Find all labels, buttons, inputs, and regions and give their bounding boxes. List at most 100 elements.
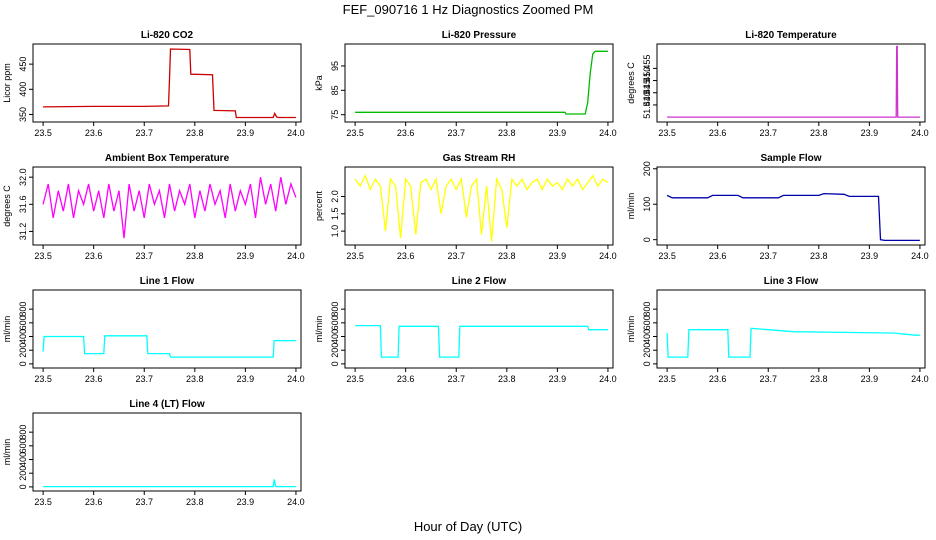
x-tick-label: 23.9 xyxy=(237,251,255,261)
y-tick-label: 200 xyxy=(18,466,28,481)
panel-line-3-flow: Line 3 Flow 23.5 23.6 23.7 23.8 23.9 24.0 0 2004… xyxy=(626,276,929,384)
figure-title: FEF_090716 1 Hz Diagnostics Zoomed PM xyxy=(343,2,594,17)
y-tick-label: 400 xyxy=(18,329,28,344)
y-axis-label: ml/min xyxy=(626,316,636,343)
y-axis-label: percent xyxy=(314,190,324,221)
y-tick-label: 800 xyxy=(18,302,28,317)
y-axis-label: ml/min xyxy=(2,439,12,466)
panel-title: Line 2 Flow xyxy=(452,276,507,287)
y-tick-label: 51.445 xyxy=(642,79,652,107)
panel-title: Line 1 Flow xyxy=(140,276,195,287)
x-tick-label: 24.0 xyxy=(287,497,305,507)
x-tick-label: 23.8 xyxy=(186,128,204,138)
series-line xyxy=(42,177,297,239)
plot-frame xyxy=(656,289,926,369)
y-tick-label: 0 xyxy=(18,361,28,366)
x-tick-label: 23.8 xyxy=(498,374,516,384)
y-tick-label: 51.450 xyxy=(642,67,652,95)
x-tick-label: 23.7 xyxy=(447,251,465,261)
y-axis-label: ml/min xyxy=(314,316,324,343)
x-tick-label: 23.6 xyxy=(85,374,103,384)
x-tick-label: 24.0 xyxy=(911,251,929,261)
panel-li-820-pressure: Li-820 Pressure 23.5 23.6 23.7 23.8 23.9 24.0 7… xyxy=(314,30,617,138)
x-tick-label: 23.8 xyxy=(498,251,516,261)
x-tick-label: 23.9 xyxy=(861,374,879,384)
x-tick-label: 23.6 xyxy=(85,128,103,138)
x-tick-label: 24.0 xyxy=(599,251,617,261)
y-axis-label: kPa xyxy=(314,75,324,91)
y-tick-label: 400 xyxy=(18,452,28,467)
plot-frame xyxy=(32,289,302,369)
x-tick-label: 23.8 xyxy=(810,128,828,138)
series-line xyxy=(43,48,296,119)
panel-title: Ambient Box Temperature xyxy=(105,153,230,164)
y-tick-label: 450 xyxy=(18,57,28,72)
x-tick-label: 23.7 xyxy=(447,374,465,384)
series-line xyxy=(666,327,920,358)
panel-title: Line 3 Flow xyxy=(764,276,819,287)
panel-line-1-flow: Line 1 Flow 23.5 23.6 23.7 23.8 23.9 24.0 0 2004… xyxy=(2,276,305,384)
x-tick-label: 23.9 xyxy=(237,497,255,507)
x-tick-label: 24.0 xyxy=(599,128,617,138)
x-tick-label: 23.7 xyxy=(135,374,153,384)
x-tick-label: 23.6 xyxy=(85,497,103,507)
x-tick-label: 23.5 xyxy=(346,251,364,261)
y-tick-label: 51.440 xyxy=(642,91,652,119)
figure-xlabel: Hour of Day (UTC) xyxy=(414,519,522,534)
x-tick-label: 23.7 xyxy=(759,374,777,384)
panel-title: Li-820 Pressure xyxy=(442,30,517,41)
panel-title: Sample Flow xyxy=(760,153,821,164)
y-tick-label: 400 xyxy=(18,82,28,97)
panel-line-2-flow: Line 2 Flow 23.5 23.6 23.7 23.8 23.9 24.0 0 2004… xyxy=(314,276,617,384)
x-tick-label: 23.5 xyxy=(346,128,364,138)
y-tick-label: 95 xyxy=(330,61,340,71)
x-tick-label: 23.5 xyxy=(34,128,52,138)
panel-line-4-lt-flow: Line 4 (LT) Flow 23.5 23.6 23.7 23.8 23.9 24.0… xyxy=(2,399,305,507)
panel-li-820-temperature: Li-820 Temperature 23.5 23.6 23.7 23.8 23.9 24… xyxy=(626,30,929,138)
y-tick-label: 600 xyxy=(330,315,340,330)
y-tick-label: 800 xyxy=(330,302,340,317)
x-tick-label: 23.6 xyxy=(709,374,727,384)
y-axis-label: degrees C xyxy=(2,185,12,227)
y-tick-label: 200 xyxy=(18,343,28,358)
y-tick-label: 400 xyxy=(642,329,652,344)
x-tick-label: 24.0 xyxy=(287,251,305,261)
y-tick-label: 350 xyxy=(18,107,28,122)
x-tick-label: 24.0 xyxy=(911,374,929,384)
plot-frame xyxy=(344,166,614,246)
panel-ambient-box-temperature: Ambient Box Temperature 23.5 23.6 23.7 23.8 2… xyxy=(2,153,305,261)
panel-sample-flow: Sample Flow 23.5 23.6 23.7 23.8 23.9 24.0 0 100 2… xyxy=(626,153,929,261)
x-tick-label: 23.9 xyxy=(237,374,255,384)
y-tick-label: 200 xyxy=(642,161,652,176)
x-tick-label: 24.0 xyxy=(287,128,305,138)
y-tick-label: 600 xyxy=(642,315,652,330)
y-tick-label: 0 xyxy=(18,484,28,489)
y-tick-label: 400 xyxy=(330,329,340,344)
y-tick-label: 1.5 xyxy=(330,208,340,221)
x-tick-label: 23.5 xyxy=(34,374,52,384)
x-tick-label: 23.5 xyxy=(34,251,52,261)
x-tick-label: 23.5 xyxy=(658,374,676,384)
series-line xyxy=(42,335,296,358)
x-tick-label: 23.9 xyxy=(861,128,879,138)
panel-title: Gas Stream RH xyxy=(443,153,516,164)
y-tick-label: 51.455 xyxy=(642,55,652,83)
series-line xyxy=(355,324,608,358)
x-tick-label: 24.0 xyxy=(287,374,305,384)
x-tick-label: 23.5 xyxy=(346,374,364,384)
y-tick-label: 32.0 xyxy=(18,168,28,186)
x-tick-label: 23.8 xyxy=(810,374,828,384)
x-tick-label: 23.5 xyxy=(658,251,676,261)
y-tick-label: 31.6 xyxy=(18,196,28,214)
plot-frame xyxy=(32,166,302,246)
x-tick-label: 24.0 xyxy=(911,128,929,138)
plot-frame xyxy=(32,412,302,492)
y-tick-label: 31.2 xyxy=(18,223,28,241)
x-tick-label: 23.8 xyxy=(186,497,204,507)
y-axis-label: degrees C xyxy=(626,62,636,104)
y-tick-label: 2.0 xyxy=(330,190,340,203)
series-line xyxy=(354,174,609,242)
plot-frame xyxy=(32,43,302,123)
y-axis-label: ml/min xyxy=(2,316,12,343)
